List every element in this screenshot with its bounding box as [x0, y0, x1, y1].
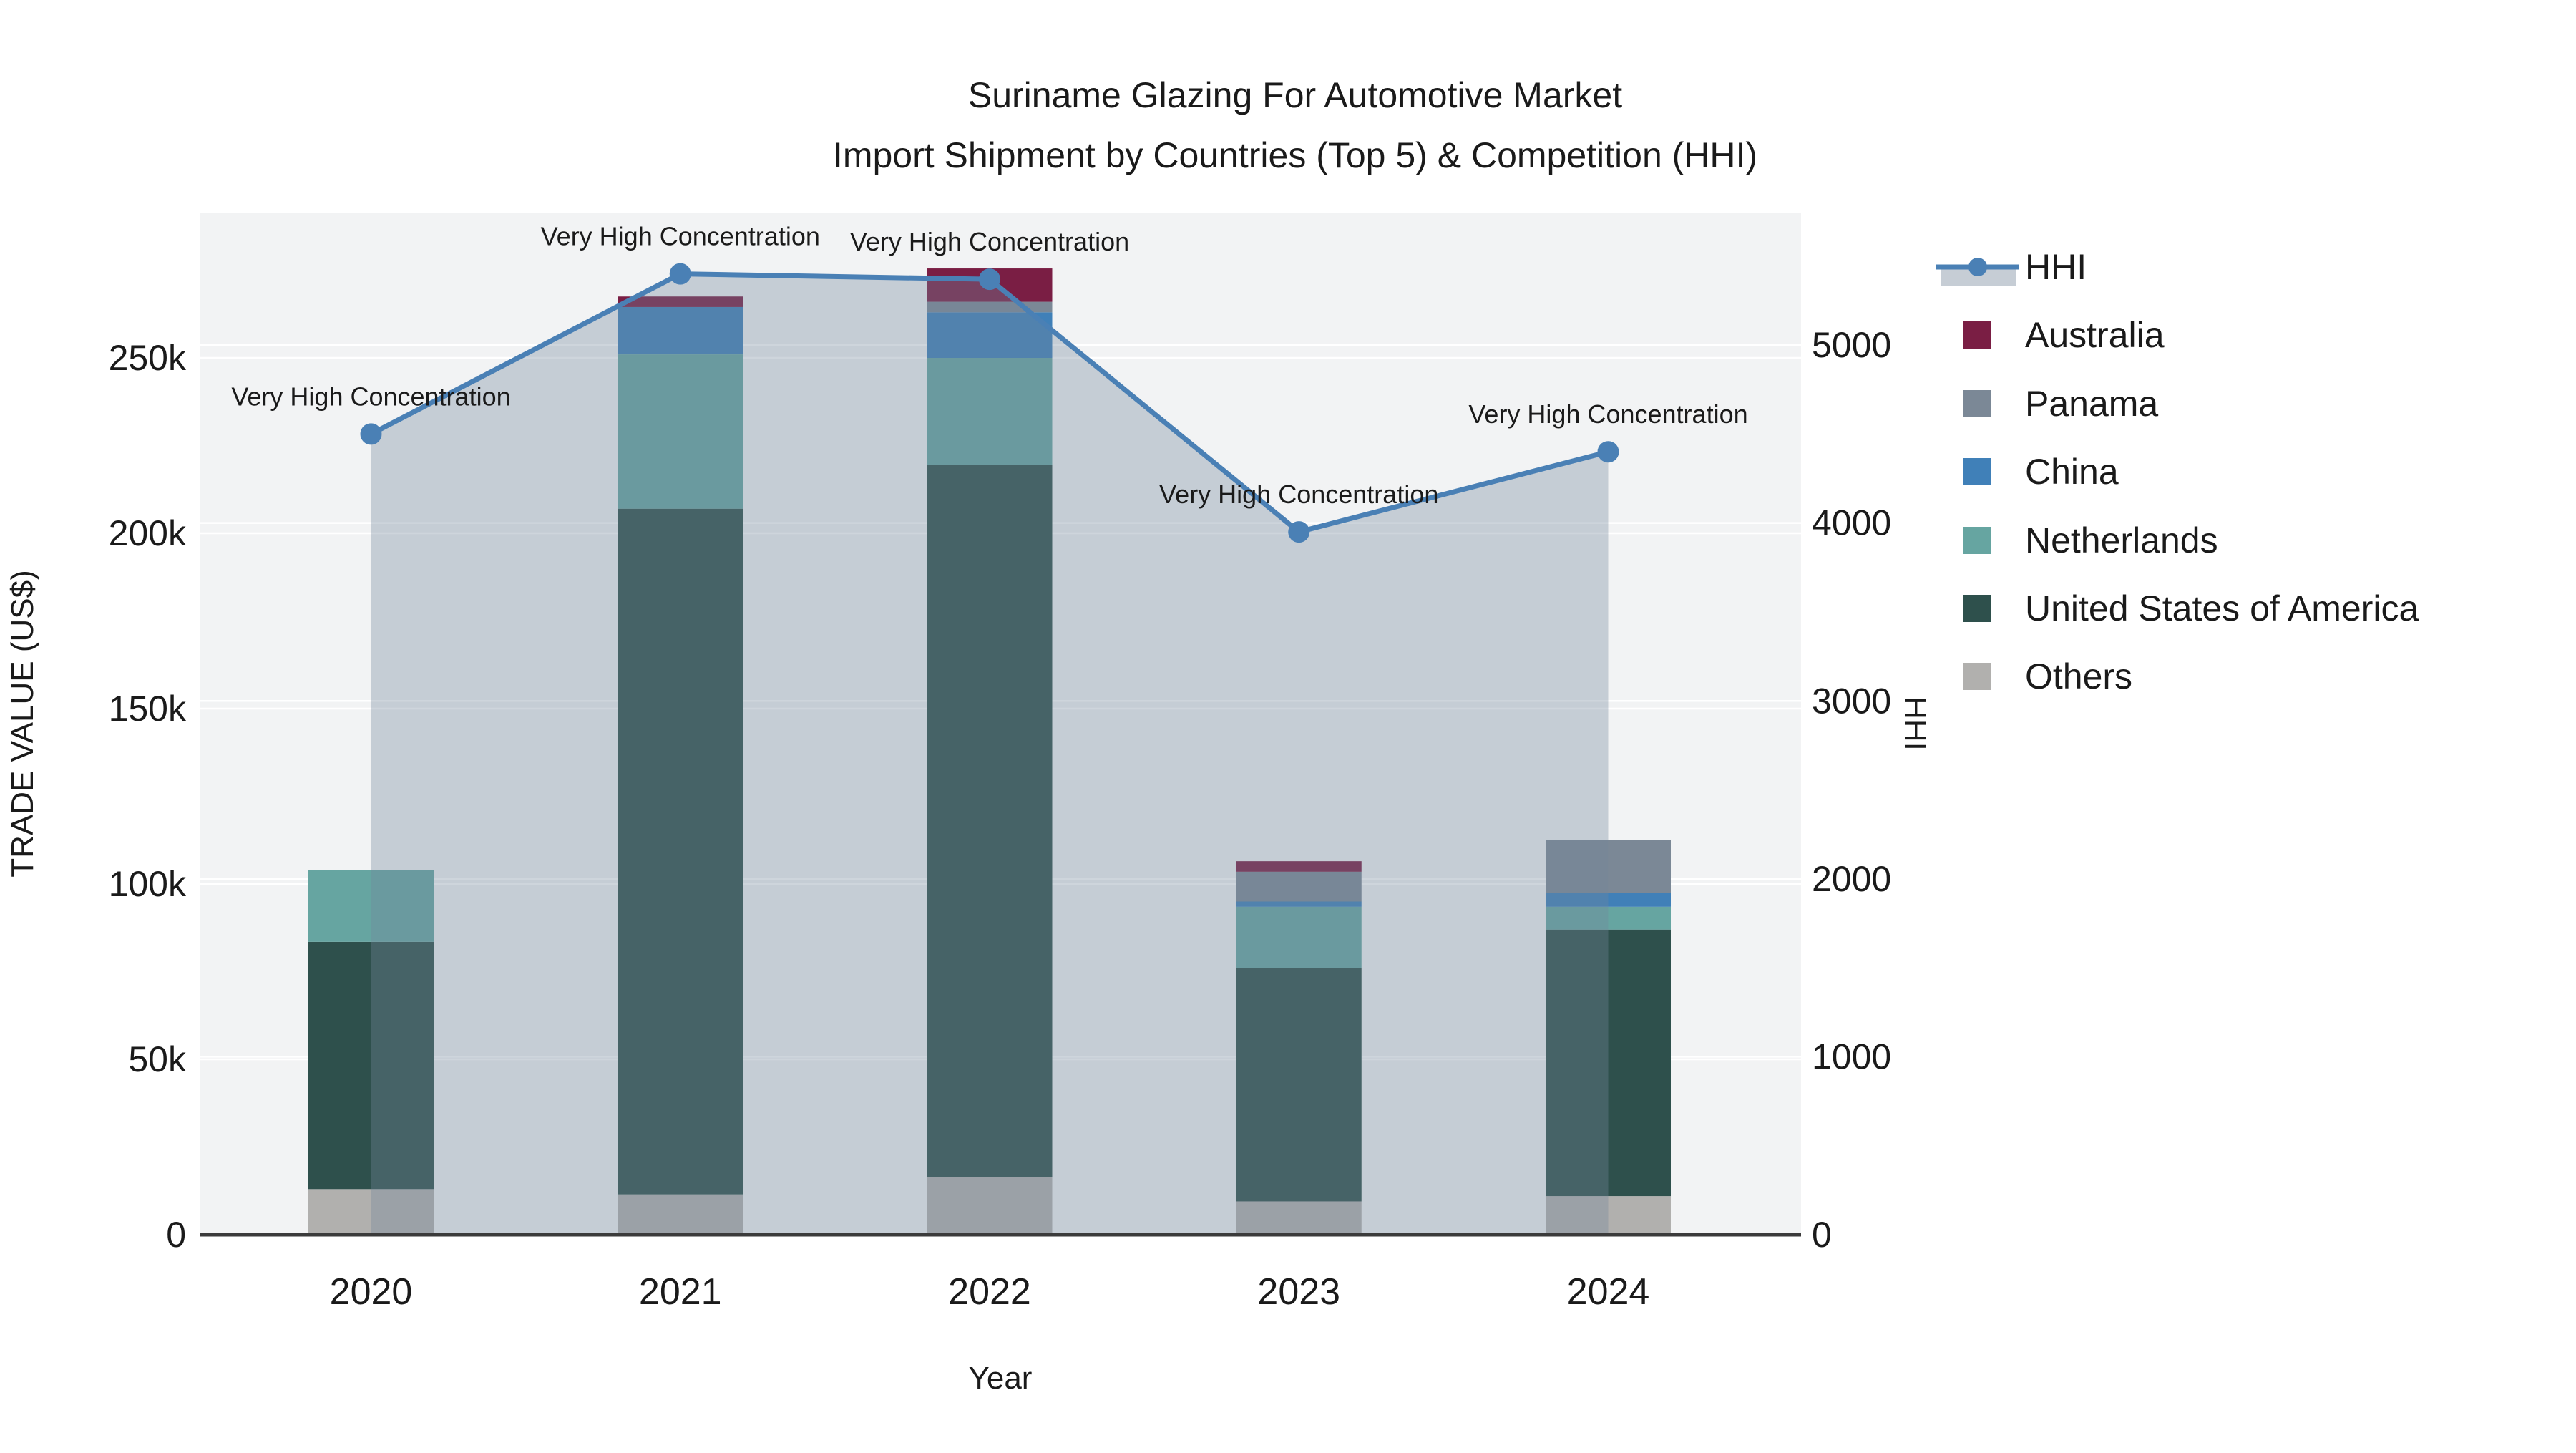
annotation-2020: Very High Concentration [231, 382, 510, 411]
legend-item-united-states-of-america[interactable]: United States of America [1963, 588, 2419, 628]
x-tick-2022: 2022 [948, 1271, 1031, 1313]
right-axis-title: HHI [1898, 696, 1933, 751]
x-tick-2024: 2024 [1567, 1271, 1650, 1313]
left-tick-200k: 200k [109, 513, 187, 553]
bar-segment-2020-united-states-of-america[interactable] [308, 941, 434, 1190]
bar-segment-2024-netherlands[interactable] [1546, 906, 1671, 930]
right-tick-2000: 2000 [1812, 859, 1891, 899]
bar-segment-2023-united-states-of-america[interactable] [1236, 968, 1362, 1202]
legend-label: Australia [2025, 315, 2165, 355]
legend-label: Others [2025, 656, 2132, 696]
bar-segment-2022-netherlands[interactable] [927, 358, 1053, 465]
bar-2022 [927, 268, 1053, 1235]
legend-swatch-icon [1963, 390, 1991, 417]
legend-label: Panama [2025, 384, 2158, 424]
hhi-area-fill [371, 273, 1609, 1235]
chart-title-line1: Suriname Glazing For Automotive Market [968, 75, 1622, 115]
bar-segment-2023-netherlands[interactable] [1236, 906, 1362, 968]
right-tick-0: 0 [1812, 1215, 1832, 1255]
left-axis-tick-labels: 0 50k 100k 150k 200k 250k [109, 338, 187, 1255]
legend-label: United States of America [2025, 588, 2419, 628]
annotation-2023: Very High Concentration [1159, 480, 1438, 509]
annotation-2021: Very High Concentration [541, 222, 820, 251]
bar-segment-2022-china[interactable] [927, 312, 1053, 358]
hhi-marker-2021[interactable] [669, 263, 691, 285]
annotation-2024: Very High Concentration [1468, 399, 1747, 429]
bar-segment-2023-australia[interactable] [1236, 861, 1362, 872]
bar-2021 [618, 296, 743, 1235]
x-tick-2023: 2023 [1257, 1271, 1340, 1313]
bar-segment-2023-others[interactable] [1236, 1201, 1362, 1235]
legend-item-others[interactable]: Others [1963, 656, 2132, 696]
x-tick-2020: 2020 [330, 1271, 413, 1313]
left-tick-150k: 150k [109, 689, 187, 729]
right-tick-5000: 5000 [1812, 325, 1891, 365]
legend-label: Netherlands [2025, 520, 2218, 560]
hhi-legend-marker-icon [1968, 258, 1987, 276]
bar-segment-2021-australia[interactable] [618, 296, 743, 307]
bar-segment-2024-panama[interactable] [1546, 840, 1671, 893]
left-tick-0: 0 [166, 1215, 186, 1255]
bar-segment-2021-netherlands[interactable] [618, 354, 743, 509]
bar-segment-2023-china[interactable] [1236, 901, 1362, 907]
annotations: Very High Concentration Very High Concent… [231, 222, 1747, 509]
hhi-marker-2022[interactable] [979, 268, 1000, 291]
chart-title-line2: Import Shipment by Countries (Top 5) & C… [833, 135, 1757, 175]
left-axis-title: TRADE VALUE (US$) [5, 570, 40, 878]
x-axis-tick-labels: 2020 2021 2022 2023 2024 [330, 1271, 1650, 1313]
right-tick-3000: 3000 [1812, 681, 1891, 721]
legend-item-china[interactable]: China [1963, 452, 2119, 492]
left-tick-100k: 100k [109, 864, 187, 904]
x-tick-2021: 2021 [639, 1271, 722, 1313]
bar-segment-2022-united-states-of-america[interactable] [927, 465, 1053, 1177]
legend-swatch-icon [1963, 321, 1991, 349]
legend-swatch-icon [1963, 527, 1991, 554]
bar-segment-2022-others[interactable] [927, 1177, 1053, 1235]
stacked-bars [308, 268, 1671, 1235]
hhi-marker-2024[interactable] [1597, 441, 1619, 463]
bar-segment-2020-others[interactable] [308, 1189, 434, 1235]
legend-swatch-icon [1963, 663, 1991, 690]
bar-segment-2021-china[interactable] [618, 306, 743, 355]
legend-swatch-icon [1963, 595, 1991, 622]
bar-segment-2024-others[interactable] [1546, 1196, 1671, 1235]
legend-swatch-icon [1963, 458, 1991, 485]
right-tick-1000: 1000 [1812, 1036, 1891, 1077]
hhi-marker-2023[interactable] [1288, 521, 1310, 543]
bar-segment-2024-united-states-of-america[interactable] [1546, 929, 1671, 1197]
x-axis-title: Year [969, 1361, 1033, 1396]
legend-item-panama[interactable]: Panama [1963, 384, 2158, 424]
bar-segment-2021-united-states-of-america[interactable] [618, 508, 743, 1195]
bar-2023 [1236, 861, 1362, 1235]
bar-2024 [1546, 840, 1671, 1235]
bar-segment-2020-netherlands[interactable] [308, 870, 434, 942]
left-tick-50k: 50k [128, 1039, 187, 1079]
annotation-2022: Very High Concentration [850, 227, 1129, 256]
bar-segment-2021-others[interactable] [618, 1194, 743, 1235]
bar-segment-2023-panama[interactable] [1236, 871, 1362, 902]
legend: HHI Australia Panama China Netherlands United… [1936, 247, 2419, 696]
left-tick-250k: 250k [109, 338, 187, 378]
hhi-markers [360, 263, 1619, 543]
legend-item-australia[interactable]: Australia [1963, 315, 2165, 355]
legend-label: China [2025, 452, 2119, 492]
legend-label: HHI [2025, 247, 2087, 287]
bar-2020 [308, 870, 434, 1235]
hhi-marker-2020[interactable] [360, 423, 382, 445]
legend-item-netherlands[interactable]: Netherlands [1963, 520, 2218, 560]
bar-segment-2024-china[interactable] [1546, 893, 1671, 907]
legend-item-hhi[interactable]: HHI [1936, 247, 2087, 287]
right-tick-4000: 4000 [1812, 503, 1891, 543]
right-axis-tick-labels: 0 1000 2000 3000 4000 5000 [1812, 325, 1891, 1255]
